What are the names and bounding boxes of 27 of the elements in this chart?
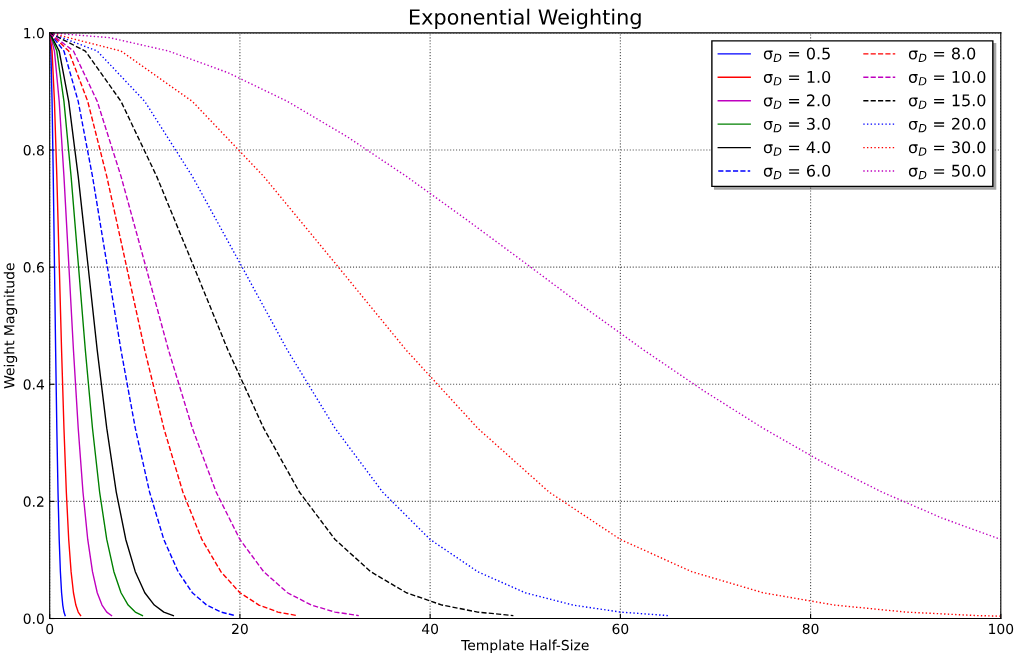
x-tick-label: 0 [46,623,54,635]
legend-label: σ$_{D}$ = 15.0 [908,94,986,109]
x-tick-label: 20 [232,623,248,635]
legend-label: σ$_{D}$ = 30.0 [908,141,986,156]
x-tick-label: 100 [989,623,1014,635]
y-tick-label: 0.2 [23,496,44,507]
legend-label: σ$_{D}$ = 6.0 [763,164,831,180]
y-tick-label: 0.6 [23,262,44,273]
legend-label: σ$_{D}$ = 8.0 [908,47,976,62]
y-tick-label: 0.4 [23,379,45,390]
legend-label: σ$_{D}$ = 50.0 [908,164,986,180]
legend-label: σ$_{D}$ = 1.0 [763,70,831,86]
x-axis-title: Template Half-Size [461,639,589,654]
y-tick-label: 1.0 [24,27,44,39]
legend-label: σ$_{D}$ = 3.0 [763,117,831,133]
legend-label: σ$_{D}$ = 10.0 [908,70,986,86]
legend-label: σ$_{D}$ = 0.5 [763,47,830,62]
legend-label: σ$_{D}$ = 4.0 [763,141,831,156]
y-tick-label: 0.8 [23,144,44,156]
legend-label: σ$_{D}$ = 2.0 [763,94,831,109]
legend-label: σ$_{D}$ = 20.0 [908,117,986,133]
y-tick-label: 0.0 [23,613,44,624]
chart-title: Exponential Weighting [409,8,641,29]
x-tick-label: 60 [612,623,629,635]
x-tick-label: 40 [421,623,439,635]
x-tick-label: 80 [802,623,819,635]
y-axis-title: Weight Magnitude [3,263,18,389]
